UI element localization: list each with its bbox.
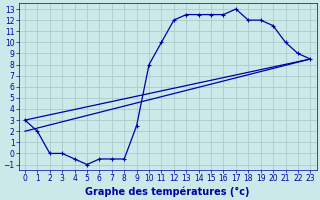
X-axis label: Graphe des températures (°c): Graphe des températures (°c) — [85, 186, 250, 197]
